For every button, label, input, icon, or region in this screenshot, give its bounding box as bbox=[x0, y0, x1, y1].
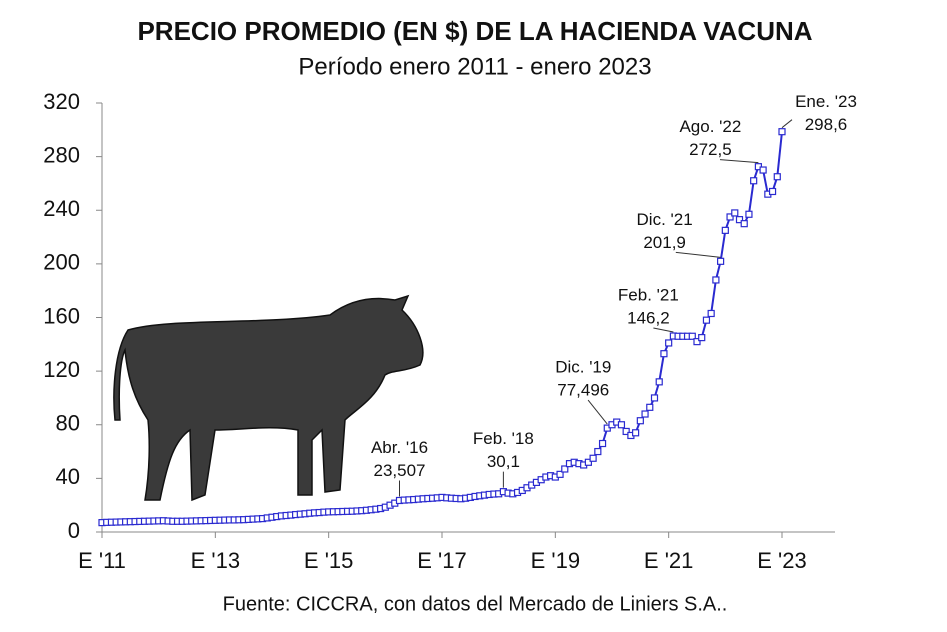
point-marker bbox=[665, 339, 673, 347]
annotation-leader bbox=[781, 119, 793, 129]
point-marker bbox=[717, 257, 725, 265]
y-tick-label: 80 bbox=[56, 411, 80, 436]
x-tick-label: E '17 bbox=[417, 548, 466, 573]
x-tick-label: E '21 bbox=[644, 548, 693, 573]
point-marker bbox=[693, 338, 701, 346]
x-tick-label: E '23 bbox=[757, 548, 806, 573]
point-marker bbox=[632, 429, 640, 437]
point-marker bbox=[702, 316, 711, 324]
x-tick-label: E '11 bbox=[78, 548, 126, 573]
point-marker bbox=[650, 394, 659, 402]
point-marker bbox=[556, 470, 564, 478]
annotation-value: 30,1 bbox=[487, 452, 520, 471]
point-marker bbox=[721, 226, 729, 234]
point-marker bbox=[660, 350, 668, 358]
y-tick-label: 240 bbox=[43, 196, 80, 221]
annotation-date: Dic. '19 bbox=[555, 358, 611, 377]
y-tick-label: 40 bbox=[56, 464, 80, 489]
annotation-value: 201,9 bbox=[643, 233, 686, 252]
point-marker bbox=[768, 187, 777, 196]
point-marker bbox=[636, 417, 644, 425]
annotation-date: Dic. '21 bbox=[637, 210, 693, 229]
y-tick-label: 120 bbox=[43, 357, 80, 382]
point-marker bbox=[778, 128, 786, 136]
annotation-leader bbox=[719, 159, 759, 164]
point-marker bbox=[594, 447, 602, 456]
point-marker bbox=[773, 173, 781, 181]
annotation-date: Feb. '18 bbox=[473, 429, 534, 448]
point-marker bbox=[735, 216, 744, 224]
source: Fuente: CICCRA, con datos del Mercado de… bbox=[223, 593, 728, 615]
annotation-date: Ago. '22 bbox=[679, 117, 741, 136]
x-tick-label: E '13 bbox=[191, 548, 240, 573]
point-marker bbox=[740, 220, 748, 228]
x-tick-label: E '19 bbox=[531, 548, 580, 573]
y-tick-label: 200 bbox=[43, 250, 80, 275]
cow-illustration bbox=[113, 294, 424, 502]
x-tick-label: E '15 bbox=[304, 548, 353, 573]
y-tick-label: 0 bbox=[68, 518, 80, 543]
annotation-leader bbox=[587, 399, 608, 425]
point-marker bbox=[589, 454, 597, 462]
y-tick-label: 160 bbox=[43, 303, 80, 328]
annotation-value: 146,2 bbox=[627, 308, 670, 327]
annotation-date: Feb. '21 bbox=[618, 285, 679, 304]
point-marker bbox=[646, 403, 654, 411]
annotation-leader bbox=[653, 327, 674, 333]
point-marker bbox=[584, 458, 592, 466]
annotation-value: 23,507 bbox=[374, 461, 426, 480]
point-marker bbox=[622, 427, 630, 436]
y-tick-label: 320 bbox=[43, 89, 80, 114]
chart-title: PRECIO PROMEDIO (EN $) DE LA HACIENDA VA… bbox=[137, 16, 812, 46]
chart-subtitle: Período enero 2011 - enero 2023 bbox=[298, 53, 651, 80]
point-marker bbox=[745, 210, 753, 218]
annotation-leader bbox=[675, 251, 721, 258]
point-marker bbox=[731, 209, 739, 217]
point-marker bbox=[712, 276, 720, 284]
point-marker bbox=[617, 421, 626, 429]
point-marker bbox=[688, 332, 696, 340]
annotation-value: 272,5 bbox=[689, 140, 732, 159]
point-marker bbox=[641, 410, 649, 418]
point-marker bbox=[726, 213, 734, 221]
annotation-value: 298,6 bbox=[805, 115, 848, 134]
point-marker bbox=[655, 378, 663, 386]
point-marker bbox=[561, 465, 569, 473]
annotation-date: Abr. '16 bbox=[371, 438, 428, 457]
point-marker bbox=[750, 177, 758, 185]
point-marker bbox=[598, 439, 607, 448]
point-marker bbox=[698, 334, 706, 342]
annotation-date: Ene. '23 bbox=[795, 92, 857, 111]
y-tick-label: 280 bbox=[43, 142, 80, 167]
point-marker bbox=[707, 309, 715, 318]
point-marker bbox=[759, 166, 767, 174]
annotation-value: 77,496 bbox=[557, 381, 609, 400]
